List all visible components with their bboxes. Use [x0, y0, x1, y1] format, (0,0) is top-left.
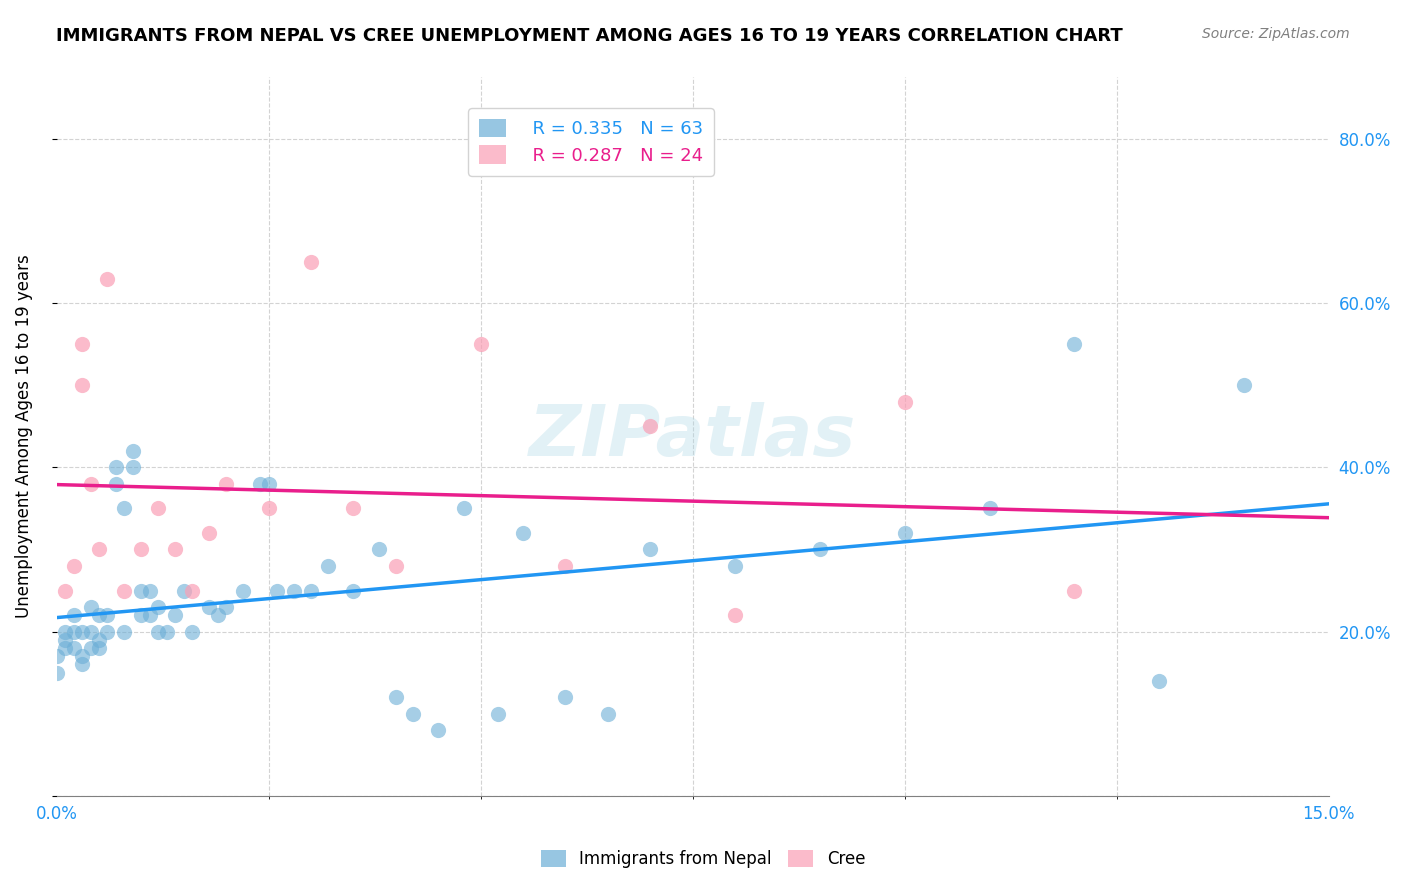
- Point: [79, 599, 101, 614]
- Point: [148, 501, 170, 516]
- Point: [139, 608, 162, 623]
- Point: [724, 608, 747, 623]
- Point: [283, 583, 305, 598]
- Text: IMMIGRANTS FROM NEPAL VS CREE UNEMPLOYMENT AMONG AGES 16 TO 19 YEARS CORRELATION: IMMIGRANTS FROM NEPAL VS CREE UNEMPLOYME…: [56, 27, 1123, 45]
- Point: [96, 271, 118, 285]
- Point: [165, 608, 187, 623]
- Point: [87, 632, 110, 647]
- Point: [131, 542, 153, 557]
- Point: [299, 583, 322, 598]
- Legend:   R = 0.335   N = 63,   R = 0.287   N = 24: R = 0.335 N = 63, R = 0.287 N = 24: [468, 108, 714, 176]
- Point: [198, 599, 221, 614]
- Point: [257, 501, 280, 516]
- Point: [53, 640, 76, 655]
- Point: [640, 419, 662, 434]
- Point: [257, 476, 280, 491]
- Point: [1147, 673, 1170, 688]
- Point: [453, 501, 475, 516]
- Point: [87, 542, 110, 557]
- Legend: Immigrants from Nepal, Cree: Immigrants from Nepal, Cree: [534, 843, 872, 875]
- Point: [385, 690, 408, 705]
- Point: [53, 583, 76, 598]
- Point: [165, 542, 187, 557]
- Y-axis label: Unemployment Among Ages 16 to 19 years: Unemployment Among Ages 16 to 19 years: [15, 255, 32, 618]
- Point: [427, 723, 450, 737]
- Point: [156, 624, 179, 639]
- Point: [114, 624, 136, 639]
- Point: [316, 558, 339, 573]
- Point: [122, 460, 145, 475]
- Point: [148, 599, 170, 614]
- Point: [79, 624, 101, 639]
- Point: [402, 706, 425, 721]
- Point: [62, 624, 84, 639]
- Point: [893, 526, 915, 541]
- Point: [342, 501, 364, 516]
- Point: [70, 378, 93, 392]
- Point: [79, 640, 101, 655]
- Point: [114, 583, 136, 598]
- Point: [87, 640, 110, 655]
- Point: [70, 649, 93, 664]
- Point: [45, 649, 67, 664]
- Point: [266, 583, 288, 598]
- Point: [979, 501, 1001, 516]
- Text: ZIPatlas: ZIPatlas: [529, 402, 856, 471]
- Point: [122, 444, 145, 458]
- Point: [96, 624, 118, 639]
- Point: [70, 657, 93, 672]
- Point: [215, 599, 238, 614]
- Point: [104, 460, 127, 475]
- Point: [724, 558, 747, 573]
- Point: [114, 501, 136, 516]
- Point: [131, 608, 153, 623]
- Point: [215, 476, 238, 491]
- Point: [640, 542, 662, 557]
- Point: [104, 476, 127, 491]
- Point: [1063, 583, 1085, 598]
- Point: [808, 542, 831, 557]
- Point: [342, 583, 364, 598]
- Point: [181, 624, 204, 639]
- Point: [470, 337, 492, 351]
- Point: [232, 583, 254, 598]
- Point: [596, 706, 619, 721]
- Point: [554, 558, 576, 573]
- Point: [45, 665, 67, 680]
- Point: [53, 632, 76, 647]
- Point: [87, 608, 110, 623]
- Point: [1063, 337, 1085, 351]
- Point: [70, 624, 93, 639]
- Point: [148, 624, 170, 639]
- Point: [53, 624, 76, 639]
- Point: [62, 608, 84, 623]
- Text: Source: ZipAtlas.com: Source: ZipAtlas.com: [1202, 27, 1350, 41]
- Point: [1233, 378, 1256, 392]
- Point: [181, 583, 204, 598]
- Point: [70, 337, 93, 351]
- Point: [249, 476, 271, 491]
- Point: [173, 583, 195, 598]
- Point: [79, 476, 101, 491]
- Point: [512, 526, 534, 541]
- Point: [299, 255, 322, 269]
- Point: [893, 394, 915, 409]
- Point: [139, 583, 162, 598]
- Point: [367, 542, 389, 557]
- Point: [486, 706, 509, 721]
- Point: [62, 558, 84, 573]
- Point: [385, 558, 408, 573]
- Point: [198, 526, 221, 541]
- Point: [554, 690, 576, 705]
- Point: [62, 640, 84, 655]
- Point: [131, 583, 153, 598]
- Point: [207, 608, 229, 623]
- Point: [96, 608, 118, 623]
